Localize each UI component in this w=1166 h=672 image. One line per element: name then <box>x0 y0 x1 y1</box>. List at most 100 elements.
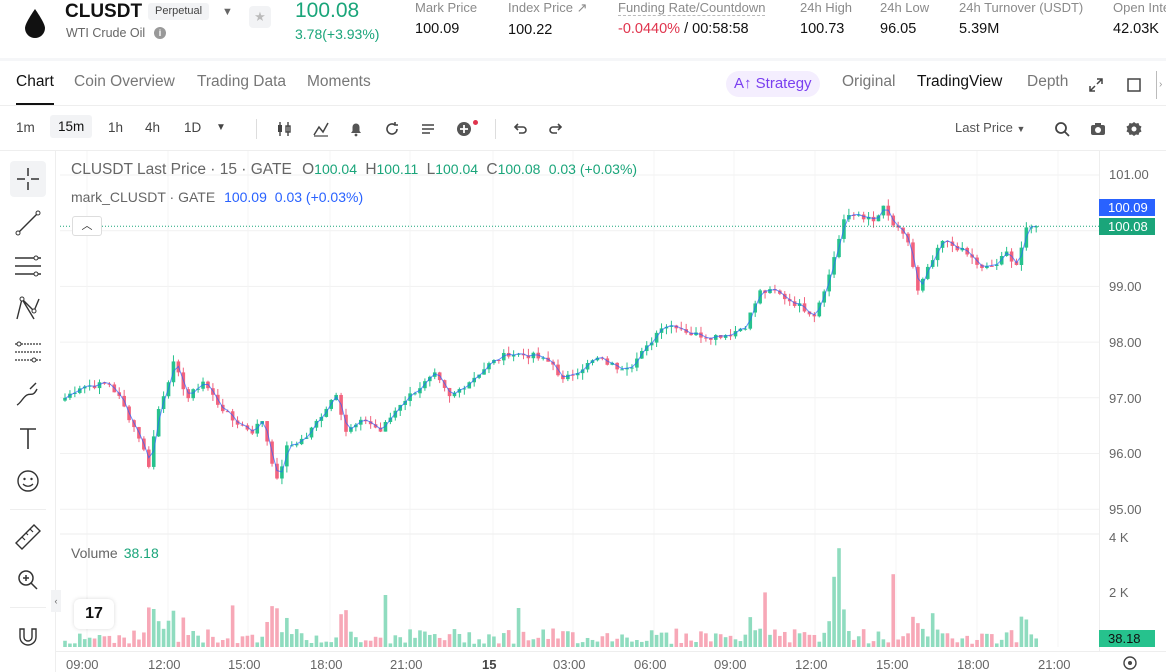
volume-bar <box>827 621 831 647</box>
tab-original[interactable]: Original <box>842 73 896 90</box>
volume-bar <box>970 643 974 647</box>
symbol-name[interactable]: CLUSDT <box>65 1 143 22</box>
tab-coin-overview[interactable]: Coin Overview <box>74 73 175 90</box>
volume-bar <box>600 636 605 647</box>
stat-index-price[interactable]: Index Price ↗ 100.22 <box>508 0 588 38</box>
text-tool[interactable] <box>10 420 46 456</box>
volume-bar <box>92 638 97 647</box>
volume-bar <box>649 630 654 647</box>
pattern-tool[interactable] <box>10 291 46 327</box>
timeframe-1m[interactable]: 1m <box>16 120 35 135</box>
volume-bar <box>324 641 329 647</box>
tab-chart[interactable]: Chart <box>16 73 54 105</box>
ruler-icon <box>15 524 41 550</box>
stat-24h-turnover: 24h Turnover (USDT) 5.39M <box>959 0 1084 37</box>
camera-icon[interactable] <box>1089 120 1107 138</box>
volume-bar <box>319 642 324 647</box>
volume-bar <box>82 639 87 647</box>
timeframe-15m[interactable]: 15m <box>50 115 93 138</box>
chart-settings-icon[interactable] <box>1122 655 1138 671</box>
candle-body <box>960 247 965 251</box>
timeframe-1d[interactable]: 1D <box>184 120 202 135</box>
volume-bar <box>930 613 935 647</box>
volume-bar <box>960 638 965 647</box>
favorite-star-icon[interactable]: ★ <box>249 6 271 28</box>
volume-bar <box>122 637 126 647</box>
price-type-select[interactable]: Last Price ▼ <box>955 120 1025 135</box>
x-tick: 18:00 <box>957 657 990 672</box>
volume-bar <box>659 632 664 647</box>
volume-bar <box>452 629 457 647</box>
x-tick-date: 15 <box>482 657 497 672</box>
price-chart[interactable] <box>60 151 1100 672</box>
volume-bar <box>743 634 748 647</box>
candle-body <box>186 389 191 399</box>
timeframe-1h[interactable]: 1h <box>108 120 124 135</box>
tab-depth[interactable]: Depth <box>1027 73 1069 90</box>
volume-bar <box>782 631 787 647</box>
candle-body <box>570 374 575 376</box>
ruler-tool[interactable] <box>10 519 46 555</box>
volume-bar <box>758 628 762 647</box>
zoom-tool[interactable] <box>10 562 46 598</box>
volume-bar <box>580 642 585 647</box>
mark-legend: mark_CLUSDT · GATE 100.09 0.03 (+0.03%) <box>71 189 363 205</box>
templates-icon[interactable] <box>419 120 437 138</box>
undo-icon[interactable] <box>511 120 529 138</box>
notification-dot <box>473 120 478 125</box>
brush-icon <box>16 382 38 406</box>
volume-bar <box>117 635 122 647</box>
horizontal-lines-tool[interactable] <box>10 248 46 284</box>
chevron-down-icon[interactable]: ▼ <box>222 6 233 18</box>
fibonacci-tool[interactable] <box>10 334 46 370</box>
tradingview-logo[interactable]: 17 <box>74 599 114 629</box>
brush-tool[interactable] <box>10 377 46 413</box>
candle-body <box>994 264 999 266</box>
mark-change: 0.03 (+0.03%) <box>274 189 364 205</box>
candle-body <box>743 328 748 330</box>
timeframe-dropdown-icon[interactable]: ▼ <box>216 122 226 133</box>
volume-bar <box>289 634 294 647</box>
x-tick: 15:00 <box>228 657 261 672</box>
legend-collapse-button[interactable]: ︿ <box>72 216 102 236</box>
candle-body <box>452 392 457 397</box>
volume-bar <box>620 634 624 647</box>
redo-icon[interactable] <box>547 120 565 138</box>
volume-bar <box>255 642 260 647</box>
volume-bar <box>437 637 442 647</box>
timeframe-4h[interactable]: 4h <box>145 120 161 135</box>
scroll-left-handle[interactable]: ‹ <box>51 590 61 612</box>
emoji-tool[interactable] <box>10 463 46 499</box>
volume-bar <box>1024 619 1029 647</box>
search-icon[interactable] <box>1053 120 1071 138</box>
volume-bar <box>270 606 274 647</box>
candle-body <box>511 354 516 357</box>
alert-icon[interactable] <box>347 120 365 138</box>
close-label: C <box>486 161 498 178</box>
chart-tabs: Chart Coin Overview Trading Data Moments… <box>0 58 1166 106</box>
trend-line-tool[interactable] <box>10 205 46 241</box>
magnet-tool[interactable] <box>10 619 46 655</box>
panel-collapse-icon[interactable]: › <box>1156 71 1166 99</box>
close-value: 100.08 <box>497 161 541 177</box>
window-icon[interactable] <box>1127 78 1141 92</box>
tab-trading-data[interactable]: Trading Data <box>197 73 287 90</box>
tab-moments[interactable]: Moments <box>307 73 371 90</box>
volume-bar <box>615 638 619 647</box>
crosshair-tool[interactable] <box>10 161 46 197</box>
volume-bar <box>220 640 225 647</box>
replay-icon[interactable] <box>383 120 401 138</box>
info-icon[interactable]: i <box>154 27 166 39</box>
settings-gear-icon[interactable] <box>1125 120 1143 138</box>
change-value: 0.03 (+0.03%) <box>548 161 638 177</box>
add-plus-icon[interactable] <box>455 120 473 138</box>
tab-tradingview[interactable]: TradingView <box>917 73 1003 90</box>
strategy-button[interactable]: A↑ Strategy <box>726 71 820 97</box>
toolbar-divider <box>495 119 496 139</box>
volume-bar <box>817 641 822 647</box>
indicators-icon[interactable] <box>312 120 330 138</box>
ticker-header: CLUSDT Perpetual ▼ ★ WTI Crude Oil i 100… <box>0 0 1166 56</box>
expand-icon[interactable] <box>1089 78 1103 92</box>
candlestick-icon[interactable] <box>275 120 293 138</box>
volume-bar <box>940 633 945 647</box>
